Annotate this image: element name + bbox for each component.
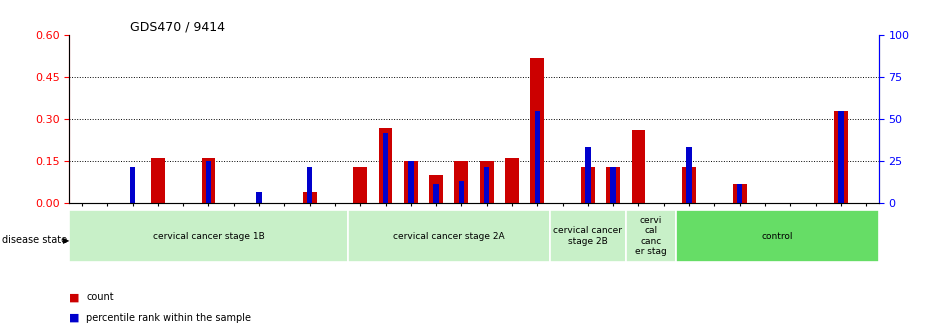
Bar: [459, 181, 464, 203]
Bar: [550, 210, 626, 262]
Bar: [433, 184, 438, 203]
Text: cervical cancer
stage 2B: cervical cancer stage 2B: [553, 226, 623, 246]
Bar: [130, 167, 135, 203]
Text: cervical cancer stage 1B: cervical cancer stage 1B: [153, 232, 265, 241]
Text: cervical cancer stage 2A: cervical cancer stage 2A: [393, 232, 504, 241]
Bar: [429, 175, 443, 203]
Bar: [307, 167, 313, 203]
Bar: [348, 210, 550, 262]
Bar: [606, 167, 620, 203]
Bar: [383, 133, 388, 203]
Bar: [581, 167, 595, 203]
Bar: [535, 111, 540, 203]
Bar: [626, 210, 676, 262]
Bar: [610, 167, 616, 203]
Bar: [737, 184, 743, 203]
Bar: [378, 128, 392, 203]
Bar: [530, 58, 544, 203]
Bar: [686, 147, 692, 203]
Bar: [454, 161, 468, 203]
Bar: [151, 159, 165, 203]
Bar: [676, 210, 879, 262]
Bar: [202, 159, 216, 203]
Bar: [69, 210, 348, 262]
Bar: [480, 161, 494, 203]
Bar: [838, 111, 844, 203]
Text: ■: ■: [69, 312, 80, 323]
Bar: [353, 167, 367, 203]
Bar: [205, 161, 211, 203]
Text: count: count: [86, 292, 114, 302]
Text: control: control: [762, 232, 794, 241]
Bar: [484, 167, 489, 203]
Text: percentile rank within the sample: percentile rank within the sample: [86, 312, 251, 323]
Bar: [256, 192, 262, 203]
Bar: [302, 192, 316, 203]
Bar: [505, 159, 519, 203]
Text: cervi
cal
canc
er stag: cervi cal canc er stag: [635, 216, 667, 256]
Bar: [586, 147, 591, 203]
Bar: [833, 111, 848, 203]
Bar: [632, 130, 646, 203]
Bar: [682, 167, 696, 203]
Text: GDS470 / 9414: GDS470 / 9414: [130, 20, 225, 33]
Text: ▶: ▶: [63, 236, 69, 245]
Bar: [408, 161, 413, 203]
Text: disease state: disease state: [2, 235, 67, 245]
Bar: [404, 161, 418, 203]
Bar: [733, 184, 746, 203]
Text: ■: ■: [69, 292, 80, 302]
